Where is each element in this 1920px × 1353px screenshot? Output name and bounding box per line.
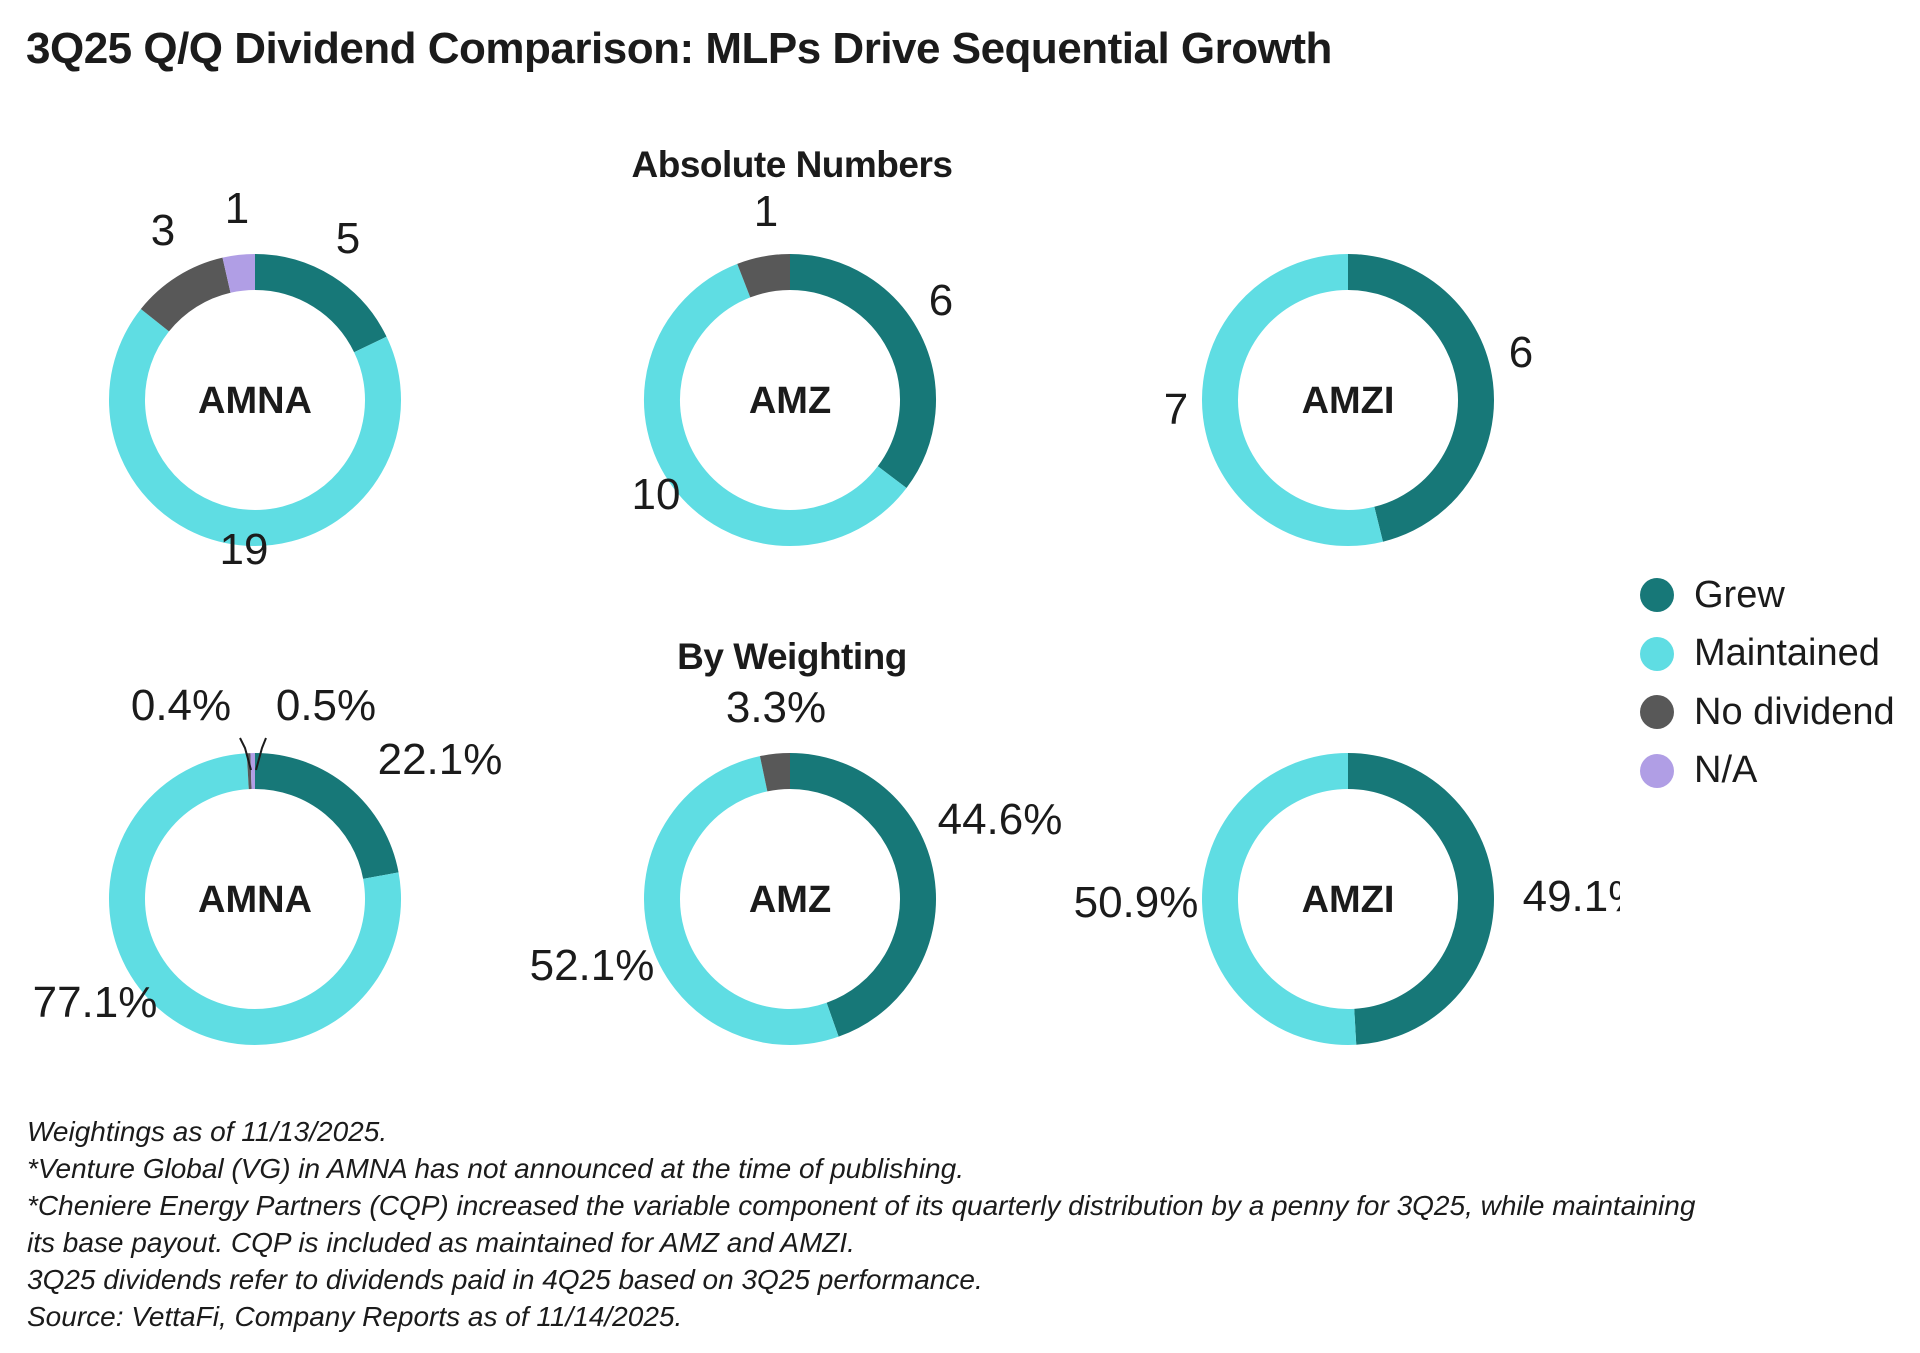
slice-grew [1347,753,1495,1045]
center-label: AMZI [1302,380,1395,422]
legend-label: N/A [1694,749,1758,792]
slice-grew [789,254,936,488]
center-label: AMZ [749,879,831,921]
data-label-no-dividend: 1 [754,187,778,236]
data-label-grew: 6 [1509,328,1533,377]
data-label-maintained: 77.1% [33,978,158,1027]
data-label-grew: 22.1% [378,735,503,784]
slice-maintained [1202,254,1383,546]
legend-label: Grew [1694,573,1785,616]
legend-swatch-na [1640,753,1674,788]
leader-line-na [255,737,267,771]
legend-item-na: N/A [1640,742,1895,801]
legend-label: Maintained [1694,632,1880,675]
center-label: AMNA [198,380,312,422]
legend: Grew Maintained No dividend N/A [1640,566,1895,800]
footnote-source: Source: VettaFi, Company Reports as of 1… [27,1301,683,1332]
data-label-maintained: 10 [632,470,681,519]
footnote-cheniere: *Cheniere Energy Partners (CQP) increase… [27,1190,1696,1221]
legend-label: No dividend [1694,690,1895,733]
data-label-no-dividend: 3.3% [726,683,826,732]
donut-amz-absolute: AMZ 6 10 1 [632,187,953,546]
data-label-na: 1 [225,184,249,233]
footnotes: Weightings as of 11/13/2025. *Venture Gl… [27,1113,1695,1335]
data-label-no-dividend: 3 [151,206,175,255]
data-label-no-dividend: 0.4% [131,681,231,730]
donut-amna-absolute: AMNA 5 19 3 1 [109,184,401,574]
data-label-na: 0.5% [276,681,376,730]
legend-item-maintained: Maintained [1640,625,1895,684]
footnote-cheniere-cont: its base payout. CQP is included as main… [27,1227,855,1258]
footnote-venture-global: *Venture Global (VG) in AMNA has not ann… [27,1153,964,1184]
section-title-absolute: Absolute Numbers [631,144,953,185]
chart-title: 3Q25 Q/Q Dividend Comparison: MLPs Drive… [26,24,1332,73]
slice-grew [254,753,399,880]
data-label-maintained: 52.1% [530,941,655,990]
slice-grew [1347,254,1494,542]
slice-na [222,254,256,293]
donut-amna-weighting: AMNA 22.1% 77.1% 0.4% 0.5% [33,681,503,1045]
donut-amzi-weighting: AMZI 49.1% 50.9% [1074,753,1620,1045]
data-label-maintained: 50.9% [1074,878,1199,927]
data-label-maintained: 19 [220,525,269,574]
legend-swatch-maintained [1640,636,1674,671]
section-title-weighting: By Weighting [677,636,907,677]
slice-grew [789,753,936,1037]
slice-no-dividend [759,753,791,792]
center-label: AMNA [198,879,312,921]
data-label-grew: 5 [336,214,360,263]
footnote-weightings: Weightings as of 11/13/2025. [27,1116,388,1147]
slice-maintained [109,309,401,546]
legend-item-grew: Grew [1640,566,1895,625]
footnote-definition: 3Q25 dividends refer to dividends paid i… [27,1264,983,1295]
donut-charts: AMNA 5 19 3 1 AMZ 6 10 1 AMZI 6 7 AMNA 22.1% 77.1% 0.4%… [33,184,1620,1045]
center-label: AMZ [749,380,831,422]
legend-item-no-dividend: No dividend [1640,683,1895,742]
slice-maintained [644,263,907,546]
data-label-grew: 44.6% [938,795,1063,844]
slice-grew [254,254,387,353]
center-label: AMZI [1302,879,1395,921]
donut-amzi-absolute: AMZI 6 7 [1164,254,1533,546]
slice-maintained [644,756,839,1045]
leader-line-no-dividend [239,737,252,771]
slice-no-dividend [140,257,232,332]
data-label-grew: 49.1% [1523,872,1620,921]
data-label-grew: 6 [929,276,953,325]
legend-swatch-no-dividend [1640,695,1674,730]
slice-maintained [109,753,401,1045]
data-label-maintained: 7 [1164,385,1188,434]
donut-amz-weighting: AMZ 44.6% 52.1% 3.3% [530,683,1063,1045]
slice-no-dividend [737,254,791,298]
slice-maintained [1202,753,1357,1045]
legend-swatch-grew [1640,578,1674,613]
